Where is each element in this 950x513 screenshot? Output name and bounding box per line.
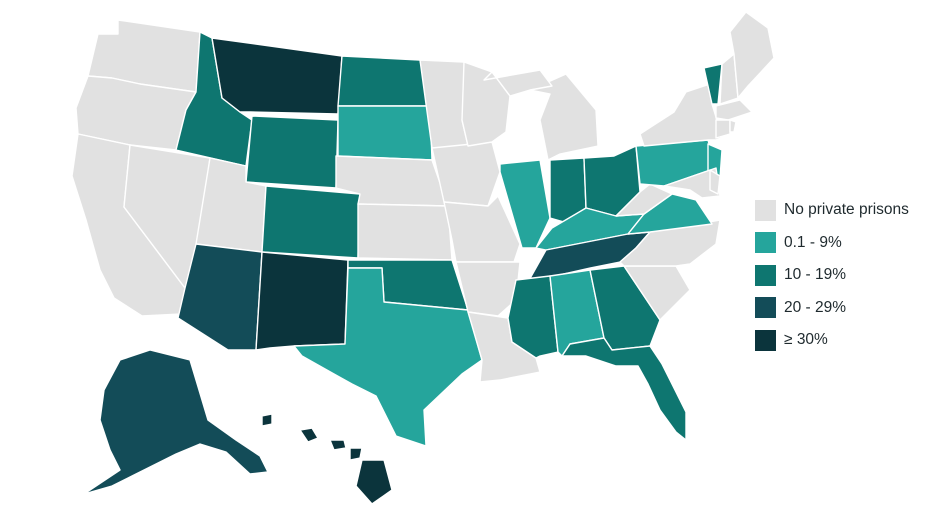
state-ar: Arkansas [455, 261, 521, 317]
state-shape [709, 169, 721, 195]
state-shape [337, 55, 431, 107]
state-mo: Missouri [443, 195, 521, 263]
state-fl: Florida [561, 337, 687, 441]
state-shape [329, 439, 347, 451]
state-nc: North Carolina [619, 219, 721, 267]
state-shape [299, 427, 319, 443]
state-co: Colorado [261, 185, 361, 259]
state-shape [443, 195, 521, 263]
state-shape [729, 119, 737, 133]
legend-swatch [755, 199, 776, 221]
state-mi: Michigan [483, 69, 599, 161]
legend-swatch [755, 329, 776, 351]
state-shape [245, 115, 339, 189]
state-ma: Massachusetts [715, 99, 753, 121]
state-shape [715, 99, 753, 121]
legend-item-0-9: 0.1 - 9% [755, 227, 945, 260]
state-shape [703, 63, 723, 105]
state-ia: Iowa [431, 141, 501, 207]
state-shape [255, 251, 349, 351]
state-wy: Wyoming [245, 115, 339, 189]
legend-item-30-plus: ≥ 30% [755, 324, 945, 357]
legend-swatch [755, 297, 776, 319]
legend-item-none: No private prisons [755, 194, 945, 227]
state-shape [211, 37, 343, 115]
state-mt: Montana [211, 37, 343, 115]
state-nd: North Dakota [337, 55, 431, 107]
state-shape [349, 447, 363, 461]
state-shape [261, 185, 361, 259]
state-nm: New Mexico [255, 251, 349, 351]
state-md: Maryland [663, 167, 721, 199]
state-shape [615, 183, 673, 217]
state-shape [455, 261, 521, 317]
state-ak: Alaska [83, 349, 269, 495]
legend-label: 0.1 - 9% [784, 233, 842, 251]
state-tx: Texas [293, 267, 483, 447]
state-shape [461, 61, 511, 147]
state-shape [663, 167, 721, 199]
state-ct: Connecticut [715, 119, 731, 139]
state-shape [529, 73, 599, 161]
state-shape [175, 31, 253, 167]
state-wi: Wisconsin [461, 61, 511, 147]
state-shape [561, 337, 687, 441]
state-ks: Kansas [357, 203, 453, 261]
state-id: Idaho [175, 31, 253, 167]
state-shape [431, 141, 501, 207]
state-ri: Rhode Island [729, 119, 737, 133]
state-shape [715, 119, 731, 139]
state-de: Delaware [709, 169, 721, 195]
legend-swatch [755, 264, 776, 286]
state-shape [83, 349, 269, 495]
legend-label: 20 - 29% [784, 298, 847, 316]
legend-label: No private prisons [784, 201, 909, 219]
state-shape [357, 203, 453, 261]
legend-item-10-19: 10 - 19% [755, 259, 945, 292]
legend-label: ≥ 30% [784, 331, 828, 349]
state-shape [729, 11, 775, 99]
state-me: Maine [729, 11, 775, 99]
state-shape [337, 105, 433, 161]
state-vt: Vermont [703, 63, 723, 105]
legend-label: 10 - 19% [784, 266, 847, 284]
state-shape [483, 69, 553, 97]
state-shape [261, 413, 273, 427]
state-shape [355, 459, 393, 505]
state-wv: West Virginia [615, 183, 673, 217]
state-shape [619, 219, 721, 267]
state-shape [293, 267, 483, 447]
legend-swatch [755, 232, 776, 254]
state-sd: South Dakota [337, 105, 433, 161]
legend: No private prisons 0.1 - 9% 10 - 19% 20 … [755, 194, 945, 357]
legend-item-20-29: 20 - 29% [755, 292, 945, 325]
state-hi: Hawaii [261, 413, 393, 505]
